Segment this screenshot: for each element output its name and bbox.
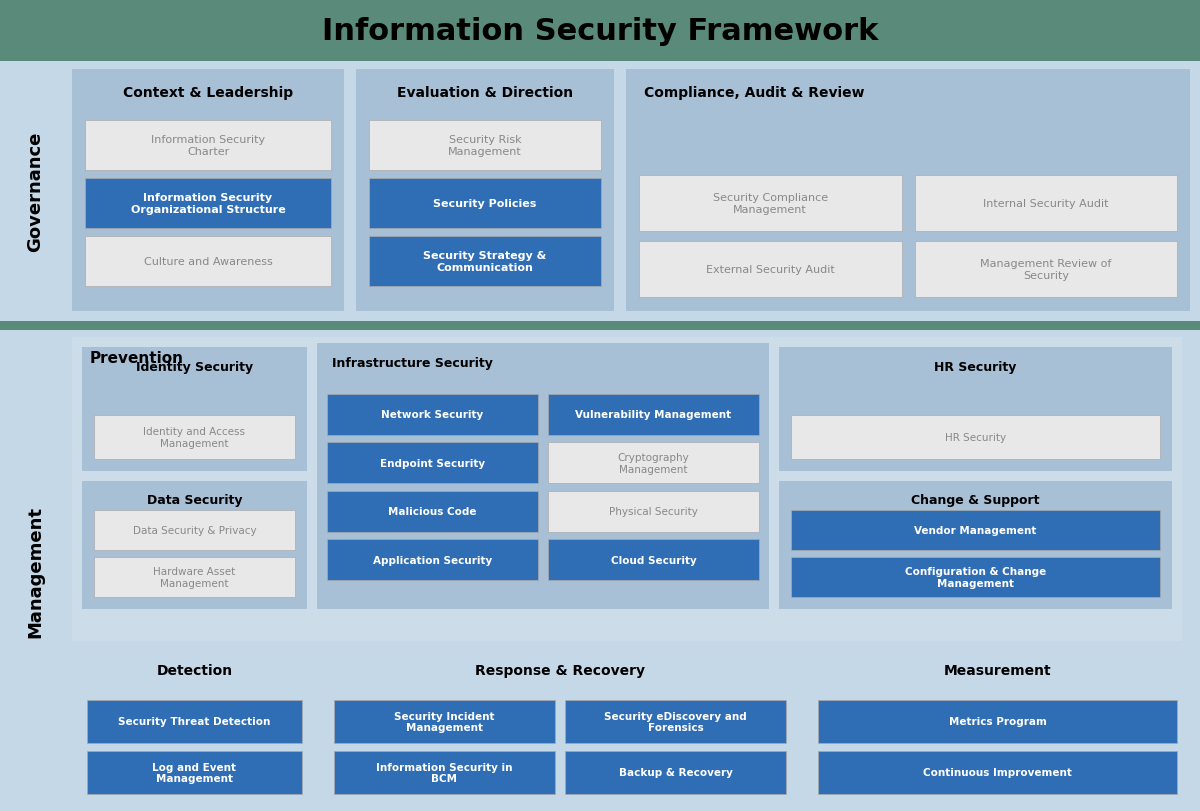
FancyBboxPatch shape	[791, 510, 1160, 551]
FancyBboxPatch shape	[914, 242, 1177, 298]
FancyBboxPatch shape	[791, 415, 1160, 460]
Text: Management Review of
Security: Management Review of Security	[980, 259, 1111, 281]
Text: Log and Event
Management: Log and Event Management	[152, 762, 236, 783]
Text: Compliance, Audit & Review: Compliance, Audit & Review	[644, 86, 864, 100]
FancyBboxPatch shape	[317, 344, 769, 609]
Text: Prevention: Prevention	[90, 350, 184, 365]
Text: Security Threat Detection: Security Threat Detection	[119, 717, 271, 727]
FancyBboxPatch shape	[548, 394, 760, 436]
Text: HR Security: HR Security	[944, 432, 1006, 443]
Text: Security Incident
Management: Security Incident Management	[395, 710, 494, 732]
Text: Malicious Code: Malicious Code	[389, 507, 476, 517]
FancyBboxPatch shape	[326, 539, 538, 581]
FancyBboxPatch shape	[94, 557, 295, 597]
FancyBboxPatch shape	[94, 415, 295, 460]
Text: Backup & Recovery: Backup & Recovery	[618, 767, 732, 778]
Text: Data Security: Data Security	[146, 494, 242, 507]
Text: Security Policies: Security Policies	[433, 199, 536, 208]
Text: Data Security & Privacy: Data Security & Privacy	[133, 526, 257, 535]
Text: Network Security: Network Security	[382, 410, 484, 420]
FancyBboxPatch shape	[82, 482, 307, 609]
FancyBboxPatch shape	[326, 491, 538, 532]
Text: Configuration & Change
Management: Configuration & Change Management	[905, 567, 1046, 588]
Text: Security Risk
Management: Security Risk Management	[448, 135, 522, 157]
FancyBboxPatch shape	[779, 348, 1172, 471]
FancyBboxPatch shape	[0, 62, 1200, 322]
Text: HR Security: HR Security	[935, 360, 1016, 373]
FancyBboxPatch shape	[0, 322, 1200, 331]
Text: Change & Support: Change & Support	[911, 494, 1039, 507]
FancyBboxPatch shape	[791, 557, 1160, 597]
FancyBboxPatch shape	[326, 443, 538, 483]
Text: Security eDiscovery and
Forensics: Security eDiscovery and Forensics	[604, 710, 746, 732]
FancyBboxPatch shape	[370, 178, 601, 229]
FancyBboxPatch shape	[548, 443, 760, 483]
Text: Physical Security: Physical Security	[610, 507, 698, 517]
FancyBboxPatch shape	[548, 539, 760, 581]
Text: Management: Management	[26, 505, 44, 637]
FancyBboxPatch shape	[326, 394, 538, 436]
FancyBboxPatch shape	[914, 176, 1177, 232]
Text: Cloud Security: Cloud Security	[611, 555, 696, 565]
Text: Information Security
Organizational Structure: Information Security Organizational Stru…	[131, 193, 286, 215]
FancyBboxPatch shape	[82, 348, 307, 471]
FancyBboxPatch shape	[88, 751, 302, 794]
Text: Hardware Asset
Management: Hardware Asset Management	[154, 567, 235, 588]
Text: Continuous Improvement: Continuous Improvement	[923, 767, 1072, 778]
Text: Measurement: Measurement	[943, 663, 1051, 677]
Text: Metrics Program: Metrics Program	[948, 717, 1046, 727]
Text: Culture and Awareness: Culture and Awareness	[144, 257, 272, 267]
Text: Internal Security Audit: Internal Security Audit	[983, 199, 1109, 208]
Text: Detection: Detection	[156, 663, 233, 677]
FancyBboxPatch shape	[72, 337, 1182, 642]
FancyBboxPatch shape	[548, 491, 760, 532]
FancyBboxPatch shape	[626, 70, 1190, 311]
Text: Vendor Management: Vendor Management	[914, 526, 1037, 535]
FancyBboxPatch shape	[565, 700, 786, 743]
FancyBboxPatch shape	[818, 700, 1177, 743]
FancyBboxPatch shape	[334, 751, 556, 794]
FancyBboxPatch shape	[85, 121, 331, 171]
FancyBboxPatch shape	[640, 176, 901, 232]
FancyBboxPatch shape	[85, 178, 331, 229]
Text: Information Security Framework: Information Security Framework	[322, 16, 878, 45]
Text: Infrastructure Security: Infrastructure Security	[332, 356, 493, 369]
Text: Information Security
Charter: Information Security Charter	[151, 135, 265, 157]
FancyBboxPatch shape	[334, 700, 556, 743]
FancyBboxPatch shape	[94, 510, 295, 551]
Text: Identity Security: Identity Security	[136, 360, 253, 373]
Text: Information Security in
BCM: Information Security in BCM	[377, 762, 512, 783]
Text: Response & Recovery: Response & Recovery	[475, 663, 646, 677]
FancyBboxPatch shape	[818, 751, 1177, 794]
FancyBboxPatch shape	[356, 70, 614, 311]
FancyBboxPatch shape	[88, 700, 302, 743]
FancyBboxPatch shape	[370, 121, 601, 171]
FancyBboxPatch shape	[0, 331, 1200, 811]
FancyBboxPatch shape	[85, 237, 331, 286]
Text: Vulnerability Management: Vulnerability Management	[576, 410, 732, 420]
Text: Endpoint Security: Endpoint Security	[380, 458, 485, 468]
Text: Cryptography
Management: Cryptography Management	[618, 453, 689, 474]
Text: Context & Leadership: Context & Leadership	[122, 86, 293, 100]
FancyBboxPatch shape	[779, 482, 1172, 609]
FancyBboxPatch shape	[72, 70, 344, 311]
FancyBboxPatch shape	[565, 751, 786, 794]
Text: Evaluation & Direction: Evaluation & Direction	[397, 86, 574, 100]
Text: Security Strategy &
Communication: Security Strategy & Communication	[424, 251, 547, 272]
FancyBboxPatch shape	[0, 0, 1200, 62]
Text: External Security Audit: External Security Audit	[706, 264, 835, 275]
FancyBboxPatch shape	[370, 237, 601, 286]
Text: Security Compliance
Management: Security Compliance Management	[713, 193, 828, 215]
Text: Governance: Governance	[26, 131, 44, 252]
Text: Identity and Access
Management: Identity and Access Management	[144, 427, 246, 448]
Text: Application Security: Application Security	[373, 555, 492, 565]
FancyBboxPatch shape	[640, 242, 901, 298]
